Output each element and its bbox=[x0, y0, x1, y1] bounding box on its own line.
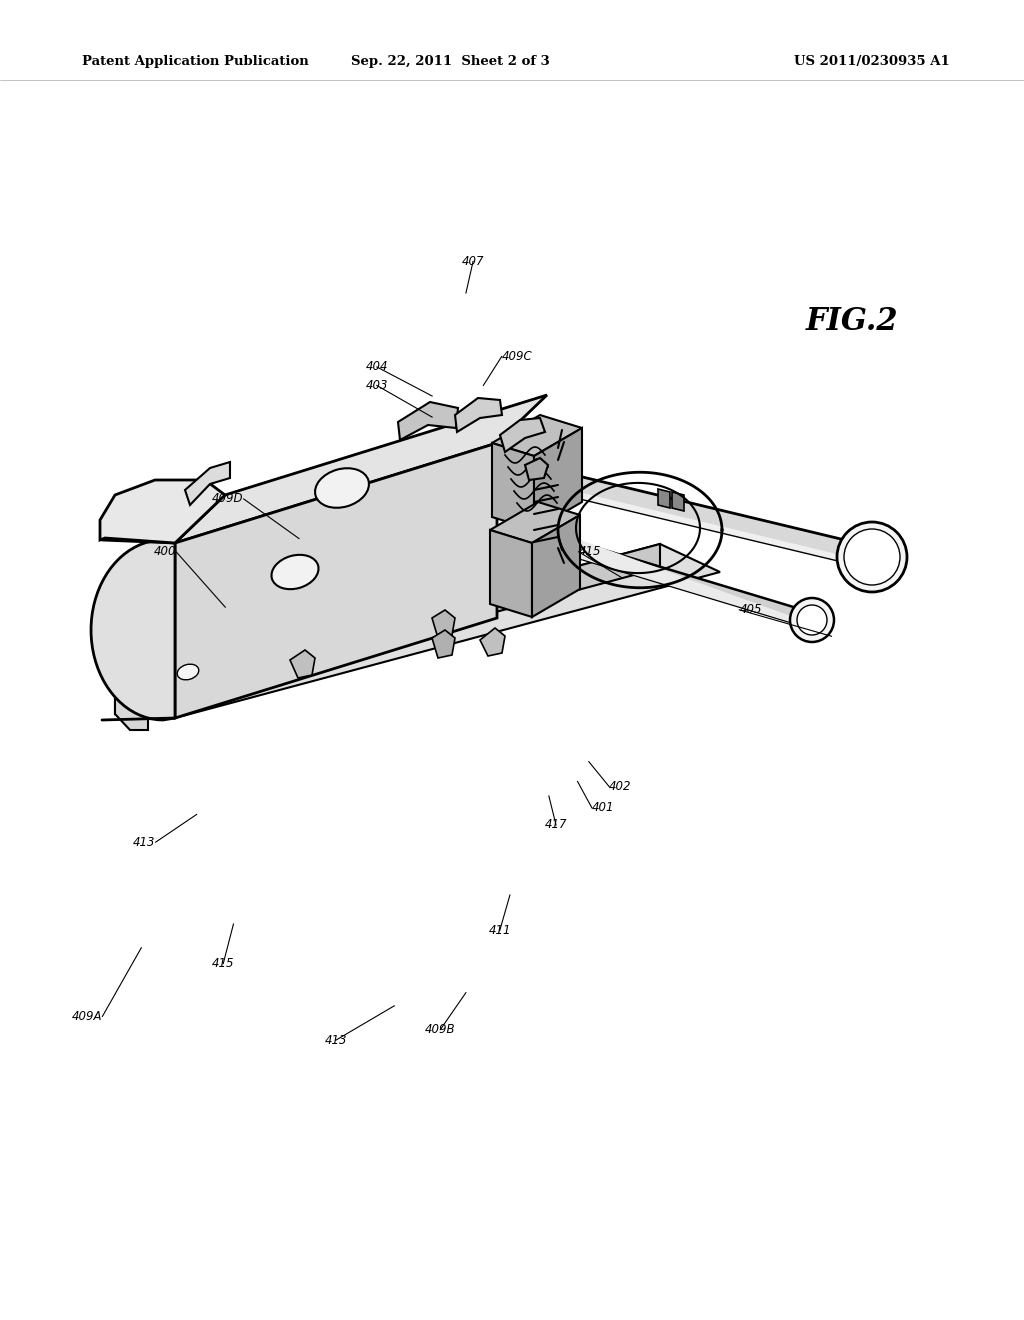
Text: 413: 413 bbox=[133, 836, 156, 849]
Polygon shape bbox=[534, 428, 582, 531]
Polygon shape bbox=[490, 531, 532, 616]
Circle shape bbox=[797, 605, 827, 635]
Polygon shape bbox=[290, 649, 315, 678]
Ellipse shape bbox=[315, 469, 369, 508]
Polygon shape bbox=[545, 532, 810, 628]
Text: 409C: 409C bbox=[502, 350, 532, 363]
Text: 409B: 409B bbox=[425, 1023, 456, 1036]
Circle shape bbox=[844, 529, 900, 585]
Polygon shape bbox=[545, 469, 870, 568]
Polygon shape bbox=[672, 492, 684, 511]
Polygon shape bbox=[545, 484, 870, 568]
Polygon shape bbox=[115, 690, 148, 730]
Text: 409A: 409A bbox=[72, 1010, 102, 1023]
Polygon shape bbox=[432, 630, 455, 657]
Text: 401: 401 bbox=[592, 801, 614, 814]
Polygon shape bbox=[480, 628, 505, 656]
Ellipse shape bbox=[177, 664, 199, 680]
Text: 400: 400 bbox=[154, 545, 176, 558]
Polygon shape bbox=[490, 502, 580, 543]
Polygon shape bbox=[525, 458, 548, 480]
Polygon shape bbox=[115, 544, 660, 714]
Text: Patent Application Publication: Patent Application Publication bbox=[82, 55, 309, 69]
Text: Sep. 22, 2011  Sheet 2 of 3: Sep. 22, 2011 Sheet 2 of 3 bbox=[350, 55, 549, 69]
Polygon shape bbox=[432, 610, 455, 638]
Polygon shape bbox=[115, 544, 720, 718]
Text: 415: 415 bbox=[212, 957, 234, 970]
Polygon shape bbox=[100, 480, 225, 543]
Text: 411: 411 bbox=[488, 924, 511, 937]
Polygon shape bbox=[175, 444, 497, 718]
Polygon shape bbox=[492, 414, 582, 455]
Polygon shape bbox=[91, 540, 175, 719]
Text: 404: 404 bbox=[366, 360, 388, 374]
Text: FIG.2: FIG.2 bbox=[806, 306, 898, 338]
Text: 405: 405 bbox=[739, 603, 762, 616]
Circle shape bbox=[837, 521, 907, 591]
Text: 403: 403 bbox=[366, 379, 388, 392]
Polygon shape bbox=[500, 418, 545, 451]
Polygon shape bbox=[545, 527, 810, 628]
Polygon shape bbox=[492, 444, 534, 531]
Polygon shape bbox=[175, 638, 200, 718]
Text: 402: 402 bbox=[609, 780, 632, 793]
Polygon shape bbox=[455, 399, 502, 432]
Text: 413: 413 bbox=[325, 1034, 347, 1047]
Polygon shape bbox=[658, 488, 670, 508]
Text: 407: 407 bbox=[462, 255, 484, 268]
Text: 417: 417 bbox=[545, 818, 567, 832]
Circle shape bbox=[790, 598, 834, 642]
Text: US 2011/0230935 A1: US 2011/0230935 A1 bbox=[795, 55, 950, 69]
Polygon shape bbox=[175, 395, 547, 543]
Polygon shape bbox=[532, 515, 580, 616]
Ellipse shape bbox=[271, 554, 318, 589]
Text: 415: 415 bbox=[579, 545, 601, 558]
Polygon shape bbox=[398, 403, 458, 440]
Polygon shape bbox=[185, 462, 230, 506]
Text: 409D: 409D bbox=[212, 492, 244, 506]
